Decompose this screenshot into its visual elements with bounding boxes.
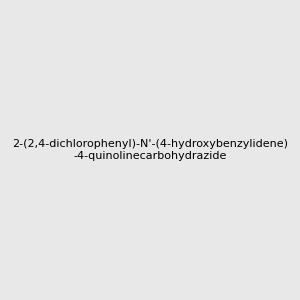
- Text: 2-(2,4-dichlorophenyl)-N'-(4-hydroxybenzylidene)
-4-quinolinecarbohydrazide: 2-(2,4-dichlorophenyl)-N'-(4-hydroxybenz…: [12, 139, 288, 161]
